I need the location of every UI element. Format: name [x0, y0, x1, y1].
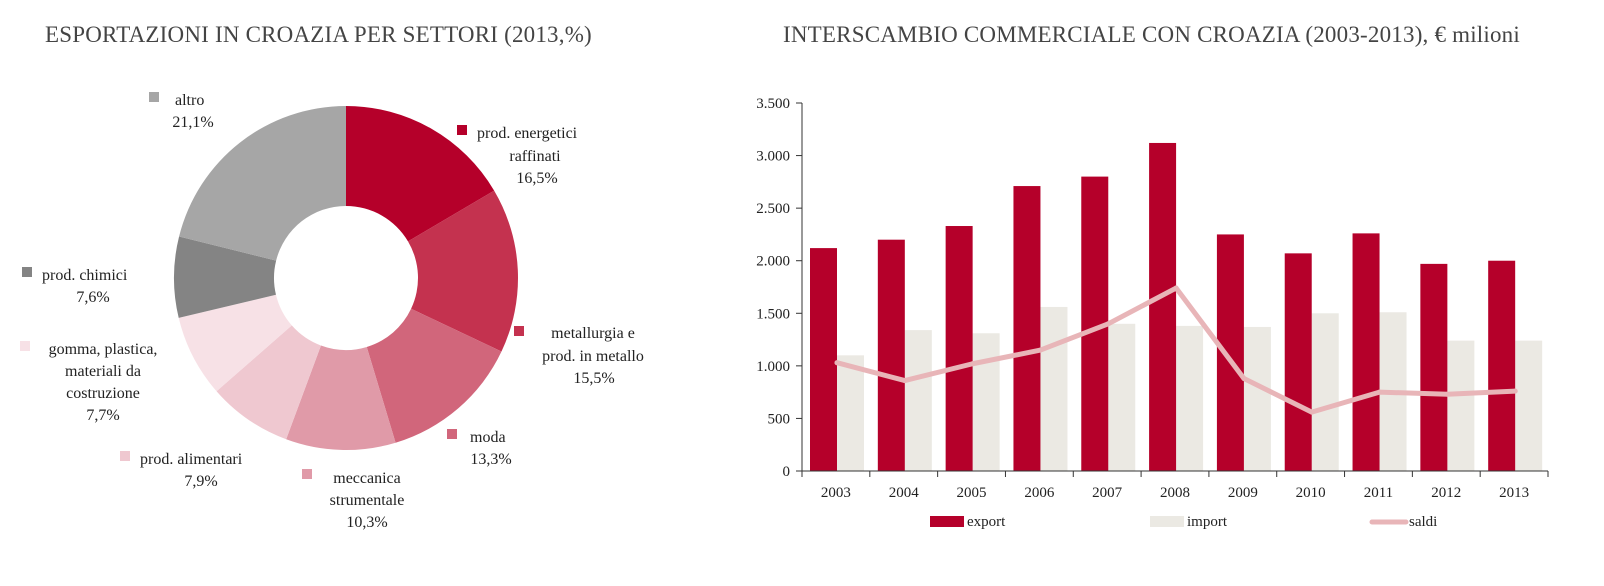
y-tick-label-5: 2.500	[756, 201, 790, 217]
pie-value-label-7: 21,1%	[172, 114, 213, 131]
x-tick-label-2008: 2008	[1160, 485, 1190, 501]
pie-label-6-line-0: prod. chimici	[42, 267, 128, 284]
saldi-point-2012	[1444, 391, 1450, 397]
legend-swatch-import	[1150, 516, 1184, 527]
legend-label-export: export	[967, 514, 1006, 530]
pie-value-label-5: 7,7%	[86, 407, 119, 424]
pie-slice-3	[286, 345, 396, 451]
legend-swatch-export	[930, 516, 964, 527]
y-tick-label-1: 500	[768, 411, 791, 427]
pie-slice-7	[179, 106, 346, 261]
pie-value-label-0: 16,5%	[516, 170, 557, 187]
saldi-point-2010	[1309, 409, 1315, 415]
pie-label-0-line-0: prod. energetici	[477, 125, 578, 142]
pie-slice-0	[346, 106, 495, 242]
export-bar-2008	[1149, 142, 1177, 471]
pie-slice-5	[178, 294, 292, 392]
pie-label-1-line-1: prod. in metallo	[542, 348, 644, 365]
x-tick-label-2012: 2012	[1431, 485, 1461, 501]
x-tick-label-2010: 2010	[1296, 485, 1326, 501]
y-tick-label-6: 3.000	[756, 149, 790, 165]
pie-legend-swatch-6	[22, 267, 32, 277]
pie-legend-swatch-5	[20, 341, 30, 351]
x-tick-label-2013: 2013	[1499, 485, 1529, 501]
saldi-point-2009	[1241, 375, 1247, 381]
pie-label-3-line-1: strumentale	[330, 492, 405, 509]
pie-label-5-line-0: gomma, plastica,	[49, 341, 158, 358]
import-bar-2008	[1176, 325, 1204, 471]
x-tick-label-2007: 2007	[1092, 485, 1123, 501]
pie-chart-title: ESPORTAZIONI IN CROAZIA PER SETTORI (201…	[45, 22, 592, 47]
y-tick-label-0: 0	[783, 464, 791, 480]
pie-label-5-line-1: materiali da	[65, 363, 141, 380]
import-bar-2010	[1311, 313, 1339, 471]
x-tick-label-2004: 2004	[889, 485, 920, 501]
export-bar-2009	[1216, 234, 1244, 471]
saldi-point-2003	[834, 360, 840, 366]
x-tick-label-2005: 2005	[957, 485, 987, 501]
export-bar-2006	[1013, 186, 1041, 471]
export-bar-2011	[1352, 233, 1380, 471]
import-bar-2012	[1447, 340, 1475, 471]
pie-legend-swatch-2	[447, 429, 457, 439]
export-bar-2004	[877, 239, 905, 471]
import-bar-2006	[1040, 306, 1068, 471]
x-tick-label-2011: 2011	[1364, 485, 1393, 501]
y-tick-label-7: 3.500	[756, 96, 790, 112]
pie-slice-6	[174, 236, 277, 318]
pie-value-label-6: 7,6%	[76, 289, 109, 306]
pie-value-label-1: 15,5%	[573, 370, 614, 387]
pie-label-4-line-0: prod. alimentari	[140, 451, 243, 468]
y-tick-label-2: 1.000	[756, 359, 790, 375]
pie-slice-2	[366, 308, 502, 443]
pie-slice-4	[216, 325, 321, 440]
pie-label-0-line-1: raffinati	[509, 148, 561, 165]
pie-label-1-line-0: metallurgia e	[551, 325, 635, 342]
legend-label-saldi: saldi	[1409, 514, 1437, 530]
import-bar-2003	[837, 355, 864, 471]
export-bar-2003	[810, 248, 837, 471]
bar-chart-title: INTERSCAMBIO COMMERCIALE CON CROAZIA (20…	[783, 22, 1520, 47]
pie-value-label-2: 13,3%	[470, 451, 511, 468]
pie-slice-1	[408, 190, 518, 352]
import-bar-2005	[972, 333, 1000, 471]
export-bar-2013	[1488, 260, 1516, 471]
pie-label-2-line-0: moda	[470, 429, 506, 446]
saldi-point-2004	[902, 378, 908, 384]
pie-legend-swatch-0	[457, 125, 467, 135]
saldi-point-2005	[970, 361, 976, 367]
pie-legend-swatch-1	[514, 326, 524, 336]
pie-legend-swatch-7	[149, 92, 159, 102]
x-tick-label-2006: 2006	[1024, 485, 1055, 501]
pie-value-label-4: 7,9%	[184, 473, 217, 490]
pie-value-label-3: 10,3%	[346, 514, 387, 531]
export-bar-2005	[945, 226, 973, 471]
y-tick-label-4: 2.000	[756, 254, 790, 270]
pie-label-7-line-0: altro	[175, 92, 204, 109]
saldi-point-2011	[1377, 389, 1383, 395]
import-bar-2013	[1515, 340, 1543, 471]
import-bar-2007	[1108, 323, 1136, 471]
pie-legend-swatch-4	[120, 451, 130, 461]
import-bar-2004	[904, 330, 932, 471]
import-bar-2009	[1243, 326, 1271, 471]
pie-label-5-line-2: costruzione	[66, 385, 140, 402]
x-tick-label-2003: 2003	[821, 485, 851, 501]
x-tick-label-2009: 2009	[1228, 485, 1258, 501]
export-bar-2010	[1284, 253, 1312, 471]
saldi-point-2008	[1173, 285, 1179, 291]
saldi-point-2013	[1512, 388, 1518, 394]
pie-label-3-line-0: meccanica	[333, 470, 401, 487]
saldi-point-2007	[1105, 321, 1111, 327]
saldi-point-2006	[1037, 347, 1043, 353]
y-tick-label-3: 1.500	[756, 306, 790, 322]
pie-legend-swatch-3	[302, 469, 312, 479]
export-bar-2012	[1420, 263, 1448, 471]
legend-label-import: import	[1187, 514, 1228, 530]
